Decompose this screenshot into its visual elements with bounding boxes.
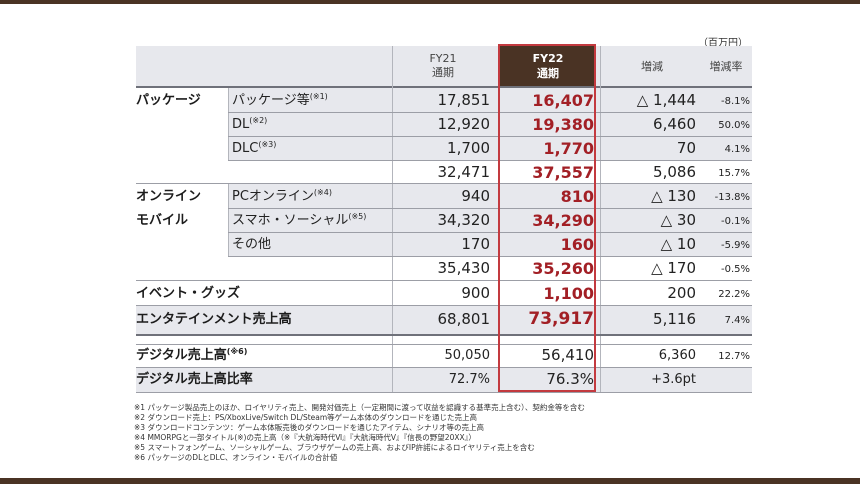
event-fy21: 900	[461, 284, 490, 302]
bottom-border-bar	[0, 478, 860, 484]
dl-fy22: 19,380	[532, 115, 594, 134]
pkg-change: △ 1,444	[636, 91, 696, 109]
pkg-total-rate: 15.7%	[718, 168, 750, 179]
row-label-package: パッケージ等(※1)	[232, 92, 328, 108]
pc-rate: -13.8%	[714, 192, 750, 203]
header-divider	[136, 86, 752, 88]
other-fy22: 160	[560, 235, 594, 254]
row-line	[228, 232, 752, 233]
digital-ratio-change: +3.6pt	[651, 372, 696, 387]
row-line	[136, 367, 752, 368]
dlc-fy21: 1,700	[447, 139, 490, 157]
row-label-pc-online: PCオンライン(※4)	[232, 188, 332, 204]
digital-fy21: 50,050	[444, 348, 491, 363]
digital-fy22: 56,410	[541, 346, 595, 364]
digital-ratio-row-bg	[136, 368, 752, 392]
online-total-fy21: 35,430	[437, 259, 491, 277]
other-rate: -5.9%	[720, 240, 750, 251]
category-event: イベント・グッズ	[136, 286, 241, 301]
header-change: 増減	[641, 60, 663, 73]
online-total-change: △ 170	[651, 259, 696, 277]
smartphone-fy21: 34,320	[437, 211, 491, 229]
package-subrows-bg	[228, 88, 752, 160]
header-row	[136, 46, 752, 86]
col-sep-change	[600, 46, 601, 392]
row-line	[136, 305, 752, 306]
row-line	[136, 392, 752, 393]
header-rate: 増減率	[709, 60, 743, 73]
pkg-fy21: 17,851	[437, 91, 491, 109]
footnote: ※2 ダウンロード売上：PS/XboxLive/Switch DL/Steam等…	[134, 413, 477, 422]
footnote: ※3 ダウンロードコンテンツ：ゲーム本体販売後のダウンロードを通じたアイテム、シ…	[134, 423, 484, 432]
other-change: △ 10	[660, 235, 696, 253]
footnote: ※4 MMORPGと一部タイトル(※)の売上高（※『大航海時代Ⅵ』『大航海時代Ⅴ…	[134, 433, 476, 442]
digital-ratio-fy22: 76.3%	[546, 370, 594, 388]
category-mobile: モバイル	[136, 213, 189, 228]
entertainment-row-bg	[136, 306, 752, 334]
header-fy22: FY22 通期	[500, 46, 596, 86]
category-digital-ratio: デジタル売上高比率	[136, 372, 253, 387]
row-label-dlc: DLC(※3)	[232, 140, 277, 156]
category-digital: デジタル売上高(※6)	[136, 347, 248, 363]
row-line	[136, 280, 752, 281]
row-line	[228, 208, 752, 209]
entertainment-fy21: 68,801	[437, 310, 491, 328]
smartphone-fy22: 34,290	[532, 211, 594, 230]
entertainment-fy22: 73,917	[528, 309, 594, 329]
fy22-highlight-frame	[498, 44, 596, 392]
col-sep-sub-1	[228, 88, 229, 160]
event-change: 200	[667, 284, 696, 302]
pkg-rate: -8.1%	[720, 96, 750, 107]
category-package: パッケージ	[136, 93, 201, 108]
online-subrows-bg	[228, 184, 752, 256]
pkg-total-change: 5,086	[653, 163, 696, 181]
row-label-other: その他	[232, 237, 272, 252]
dlc-fy22: 1,770	[543, 139, 594, 158]
online-total-rate: -0.5%	[720, 264, 750, 275]
pc-fy21: 940	[461, 187, 490, 205]
col-sep-sub-2	[228, 184, 229, 256]
pc-fy22: 810	[560, 187, 594, 206]
row-line	[228, 160, 752, 161]
top-border-bar	[0, 0, 860, 4]
dl-change: 6,460	[653, 115, 696, 133]
row-line	[228, 256, 752, 257]
row-line	[136, 344, 752, 345]
dl-rate: 50.0%	[718, 120, 750, 131]
digital-change: 6,360	[658, 348, 696, 363]
entertainment-rate: 7.4%	[724, 315, 750, 326]
footnote: ※5 スマートフォンゲーム、ソーシャルゲーム、ブラウザゲームの売上高、およびIP…	[134, 443, 535, 452]
footnotes: ※1 パッケージ製品売上のほか、ロイヤリティ売上、開発対価売上（一定期間に渡って…	[134, 403, 585, 463]
unit-label: （百万円）	[698, 38, 748, 49]
footnote: ※1 パッケージ製品売上のほか、ロイヤリティ売上、開発対価売上（一定期間に渡って…	[134, 403, 585, 412]
pkg-total-fy22: 37,557	[532, 163, 594, 182]
row-label-smartphone: スマホ・ソーシャル(※5)	[232, 212, 367, 228]
smartphone-change: △ 30	[660, 211, 696, 229]
row-line	[136, 334, 752, 336]
event-fy22: 1,100	[543, 284, 594, 303]
category-online: オンライン	[136, 189, 202, 204]
row-line	[136, 183, 752, 184]
event-rate: 22.2%	[718, 289, 750, 300]
header-fy21: FY21 通期	[429, 52, 457, 79]
other-fy21: 170	[461, 235, 490, 253]
online-total-fy22: 35,260	[532, 259, 594, 278]
row-label-dl: DL(※2)	[232, 116, 268, 132]
dlc-rate: 4.1%	[724, 144, 750, 155]
dlc-change: 70	[676, 139, 696, 157]
smartphone-rate: -0.1%	[720, 216, 750, 227]
row-line	[228, 136, 752, 137]
footnote: ※6 パッケージのDLとDLC、オンライン・モバイルの合計値	[134, 453, 338, 462]
col-sep-fy21	[392, 46, 393, 392]
pc-change: △ 130	[651, 187, 696, 205]
entertainment-change: 5,116	[653, 310, 696, 328]
row-line	[228, 112, 752, 113]
pkg-fy22: 16,407	[532, 91, 594, 110]
pkg-total-fy21: 32,471	[437, 163, 491, 181]
digital-rate: 12.7%	[718, 351, 750, 362]
category-entertainment: エンタテインメント売上高	[136, 312, 292, 327]
digital-ratio-fy21: 72.7%	[448, 372, 490, 387]
dl-fy21: 12,920	[437, 115, 491, 133]
